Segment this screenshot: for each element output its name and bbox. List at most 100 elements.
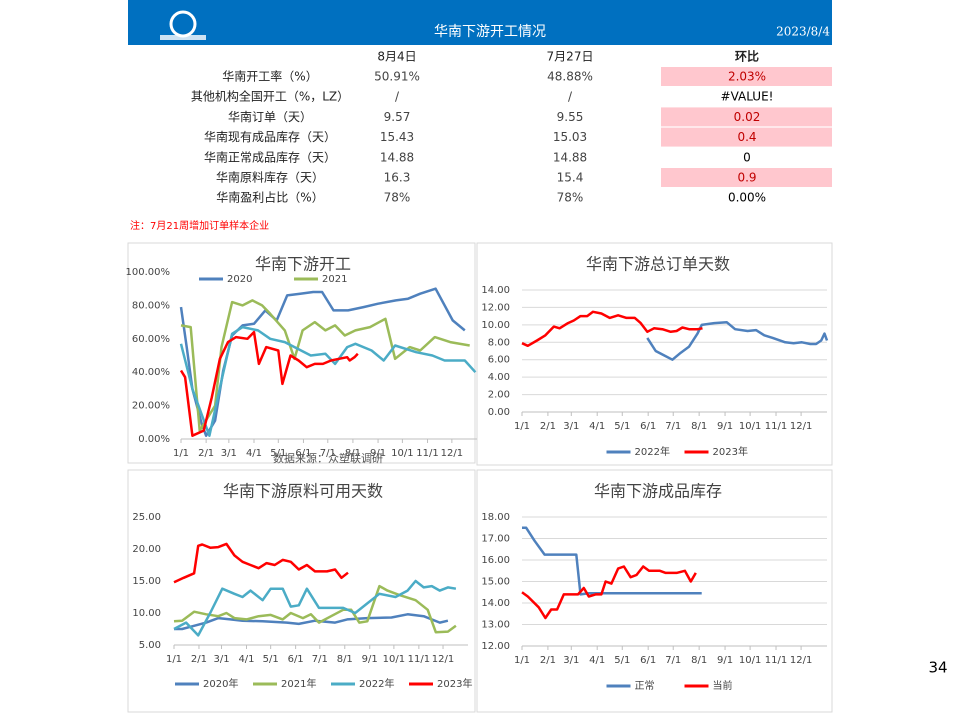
x-tick-label: 2/1	[191, 654, 207, 665]
series-line	[173, 542, 349, 584]
y-tick-label: 20.00%	[132, 401, 170, 412]
y-tick-label: 60.00%	[132, 334, 170, 345]
column-header: 7月27日	[547, 50, 594, 64]
y-tick-label: 10.00	[132, 608, 161, 619]
cell: 14.88	[380, 150, 414, 164]
x-tick-label: 7/1	[312, 654, 328, 665]
x-tick-label: 1/1	[514, 655, 530, 666]
x-tick-label: 10/1	[391, 448, 413, 459]
x-tick-label: 5/1	[614, 655, 630, 666]
highlight-cell	[661, 67, 832, 86]
cell: 2.03%	[728, 70, 766, 84]
y-tick-label: 15.00	[132, 576, 161, 587]
page-number: 34	[928, 659, 947, 677]
source-note: 数据来源：众塑联调研	[273, 451, 383, 465]
y-tick-label: 10.00	[481, 320, 510, 331]
chart-frame	[476, 242, 833, 466]
legend-label: 2021年	[281, 677, 316, 690]
column-header: 8月4日	[377, 50, 416, 64]
x-tick-label: 4/1	[238, 654, 254, 665]
cell: 9.55	[557, 110, 584, 124]
x-tick-label: 2/1	[540, 655, 556, 666]
x-tick-label: 6/1	[640, 421, 656, 432]
cell: 0.4	[737, 130, 756, 144]
x-tick-label: 9/1	[362, 654, 378, 665]
x-tick-label: 5/1	[614, 421, 630, 432]
legend-label: 2023年	[713, 445, 748, 458]
cell: 48.88%	[547, 70, 593, 84]
x-tick-label: 8/1	[691, 421, 707, 432]
x-tick-label: 5/1	[270, 448, 286, 459]
highlight-cell	[661, 107, 832, 127]
row-label: 华南现有成品库存（天）	[204, 129, 336, 144]
y-tick-label: 8.00	[488, 337, 510, 348]
cell: /	[568, 90, 573, 104]
legend-label: 正常	[635, 679, 655, 692]
x-tick-label: 12/1	[790, 655, 812, 666]
chart-frame	[127, 242, 476, 464]
cell: 0.00%	[728, 191, 766, 205]
x-tick-label: 9/1	[717, 655, 733, 666]
x-tick-label: 1/1	[166, 654, 182, 665]
y-tick-label: 80.00%	[132, 300, 170, 311]
y-tick-label: 12.00	[481, 302, 510, 313]
y-tick-label: 2.00	[488, 390, 510, 401]
row-label: 其他机构全国开工（%，LZ）	[191, 89, 349, 104]
x-tick-label: 3/1	[563, 421, 579, 432]
cell: 78%	[384, 191, 411, 205]
x-tick-label: 12/1	[432, 654, 454, 665]
chart-title: 华南下游开工	[255, 255, 351, 274]
x-tick-label: 4/1	[246, 448, 262, 459]
x-tick-label: 7/1	[320, 448, 336, 459]
x-tick-label: 8/1	[345, 448, 361, 459]
y-tick-label: 13.00	[481, 620, 510, 631]
cell: 78%	[557, 191, 584, 205]
x-tick-label: 10/1	[739, 421, 761, 432]
x-tick-label: 7/1	[665, 655, 681, 666]
x-tick-label: 11/1	[408, 654, 430, 665]
chart-title: 华南下游成品库存	[594, 482, 722, 501]
cell: 15.4	[557, 171, 584, 185]
column-header: 环比	[735, 49, 759, 64]
x-tick-label: 1/1	[514, 421, 530, 432]
x-tick-label: 8/1	[691, 655, 707, 666]
x-tick-label: 12/1	[790, 421, 812, 432]
x-tick-label: 9/1	[370, 448, 386, 459]
x-tick-label: 4/1	[589, 421, 605, 432]
x-tick-label: 11/1	[765, 421, 787, 432]
header-band	[128, 0, 832, 45]
x-tick-label: 6/1	[640, 655, 656, 666]
x-tick-label: 3/1	[213, 654, 229, 665]
legend-label: 2021	[322, 274, 347, 285]
x-tick-label: 9/1	[717, 421, 733, 432]
x-tick-label: 2/1	[198, 448, 214, 459]
x-tick-label: 7/1	[665, 421, 681, 432]
x-tick-label: 11/1	[765, 655, 787, 666]
y-tick-label: 14.00	[481, 285, 510, 296]
y-tick-label: 25.00	[132, 512, 161, 523]
chart-title: 华南下游原料可用天数	[223, 482, 383, 501]
row-label: 华南正常成品库存（天）	[204, 149, 336, 164]
cell: 15.43	[380, 130, 414, 144]
y-tick-label: 20.00	[132, 544, 161, 555]
x-tick-label: 12/1	[441, 448, 463, 459]
y-tick-label: 0.00	[488, 407, 510, 418]
series-line	[521, 565, 697, 620]
x-tick-label: 3/1	[563, 655, 579, 666]
cell: 9.57	[384, 110, 411, 124]
x-tick-label: 5/1	[263, 654, 279, 665]
x-tick-label: 6/1	[295, 448, 311, 459]
cell: /	[395, 90, 400, 104]
y-tick-label: 14.00	[481, 598, 510, 609]
cell: #VALUE!	[721, 90, 774, 104]
cell: 15.03	[553, 130, 587, 144]
x-tick-label: 4/1	[589, 655, 605, 666]
highlight-cell	[661, 127, 832, 147]
chart-frame	[127, 469, 476, 713]
series-line	[173, 584, 457, 634]
legend-label: 2022年	[359, 677, 394, 690]
cell: 0	[743, 150, 751, 164]
row-label: 华南原料库存（天）	[216, 170, 324, 185]
highlight-cell	[661, 168, 832, 187]
